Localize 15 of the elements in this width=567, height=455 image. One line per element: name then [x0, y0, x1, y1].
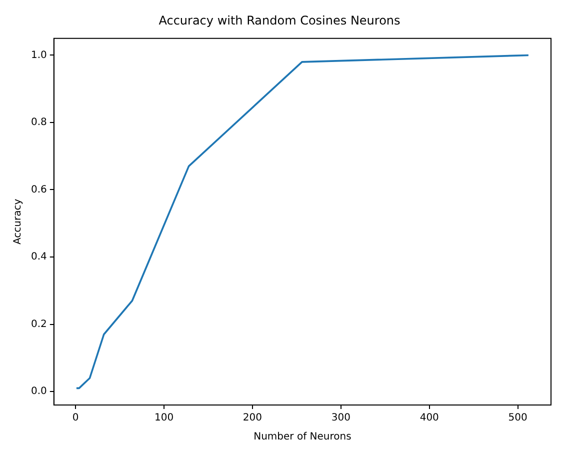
y-tick-label: 1.0 — [30, 50, 47, 61]
y-tick-label: 0.2 — [30, 318, 47, 330]
y-tick-label: 0.6 — [30, 184, 47, 196]
y-axis-title: Accuracy — [12, 198, 24, 245]
x-tick-label: 300 — [331, 412, 350, 424]
y-tick-label: 0.8 — [30, 117, 47, 128]
x-tick-label: 500 — [508, 412, 528, 424]
x-tick-label: 400 — [420, 412, 439, 424]
x-tick-label: 0 — [72, 412, 79, 424]
x-tick-label: 200 — [242, 412, 262, 424]
y-tick-label: 0.0 — [30, 386, 47, 398]
chart-title: Accuracy with Random Cosines Neurons — [158, 13, 400, 28]
y-tick-label: 0.4 — [30, 252, 47, 263]
x-tick-label: 100 — [154, 412, 174, 424]
x-axis-title: Number of Neurons — [254, 432, 352, 443]
